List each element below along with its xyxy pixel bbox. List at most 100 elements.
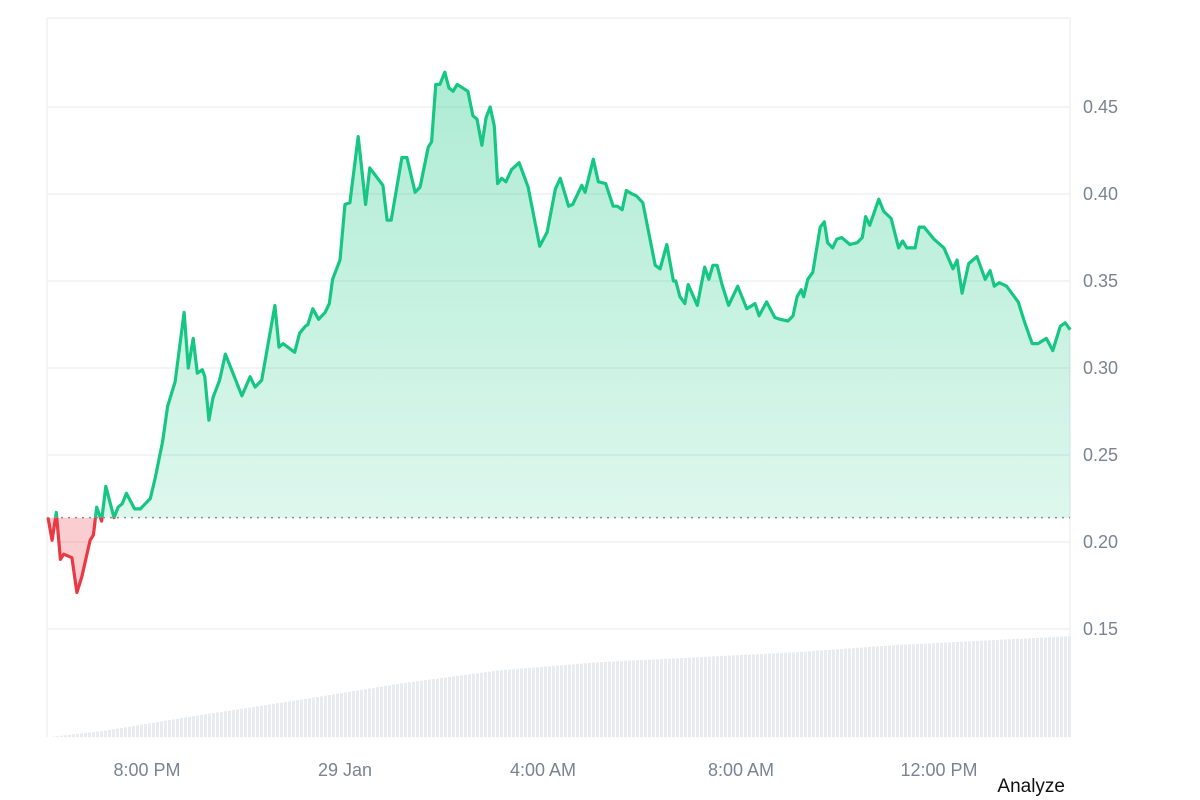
- volume-bar: [192, 716, 195, 737]
- volume-bar: [504, 669, 507, 737]
- analyze-button[interactable]: Analyze: [997, 776, 1065, 797]
- x-tick-label: 12:00 PM: [900, 760, 977, 780]
- volume-bar: [1000, 639, 1003, 737]
- volume-bar: [932, 643, 935, 737]
- volume-bar: [632, 660, 635, 737]
- volume-bar: [104, 730, 107, 737]
- volume-bar: [812, 650, 815, 737]
- volume-bar: [348, 691, 351, 737]
- volume-bar: [196, 715, 199, 737]
- volume-bar: [108, 729, 111, 737]
- below-baseline: [46, 517, 116, 595]
- volume-bar: [344, 692, 347, 737]
- volume-bar: [128, 726, 131, 737]
- volume-bar: [360, 689, 363, 737]
- volume-bar: [756, 654, 759, 737]
- price-series: [46, 70, 1072, 595]
- volume-bar: [1044, 637, 1047, 737]
- volume-bar: [136, 725, 139, 737]
- volume-bar: [564, 664, 567, 737]
- volume-bar: [980, 640, 983, 737]
- volume-bar: [420, 680, 423, 737]
- volume-bar: [684, 657, 687, 737]
- volume-bar: [964, 641, 967, 737]
- volume-bar: [896, 644, 899, 737]
- volume-bar: [860, 647, 863, 737]
- y-tick-label: 0.40: [1083, 184, 1118, 204]
- volume-bar: [820, 650, 823, 737]
- volume-bar: [952, 642, 955, 737]
- volume-bar: [920, 643, 923, 737]
- volume-bar: [520, 668, 523, 737]
- volume-bar: [256, 706, 259, 737]
- volume-bar: [788, 652, 791, 737]
- volume-bar: [416, 681, 419, 737]
- volume-bar: [156, 722, 159, 737]
- volume-bar: [284, 702, 287, 737]
- volume-bar: [440, 677, 443, 737]
- volume-bar: [796, 652, 799, 737]
- volume-bar: [240, 708, 243, 737]
- volume-bar: [660, 659, 663, 737]
- volume-bar: [572, 664, 575, 737]
- volume-bar: [1052, 636, 1055, 737]
- volume-bar: [940, 642, 943, 737]
- volume-bar: [400, 683, 403, 737]
- volume-bar: [312, 697, 315, 737]
- volume-bar: [280, 702, 283, 737]
- volume-bar: [708, 656, 711, 737]
- volume-bar: [588, 662, 591, 737]
- volume-bar: [96, 731, 99, 737]
- volume-bar: [148, 723, 151, 737]
- volume-bar: [936, 642, 939, 737]
- volume-bar: [792, 652, 795, 737]
- y-tick-label: 0.20: [1083, 532, 1118, 552]
- volume-bar: [724, 655, 727, 737]
- volume-bar: [172, 719, 175, 737]
- volume-bar: [972, 641, 975, 737]
- volume-bar: [824, 650, 827, 737]
- volume-bar: [752, 654, 755, 737]
- volume-bar: [872, 646, 875, 737]
- volume-bar: [56, 736, 59, 737]
- x-tick-label: 4:00 AM: [510, 760, 576, 780]
- volume-bar: [84, 732, 87, 737]
- y-axis: 0.45 0.40 0.35 0.30 0.25 0.20 0.15: [1083, 97, 1118, 639]
- volume-bar: [396, 683, 399, 737]
- volume-bar: [1056, 636, 1059, 737]
- volume-bar: [884, 645, 887, 737]
- volume-bar: [448, 676, 451, 737]
- y-tick-label: 0.25: [1083, 445, 1118, 465]
- volume-bar: [720, 655, 723, 737]
- volume-bar: [664, 658, 667, 737]
- volume-bar: [236, 709, 239, 737]
- volume-bar: [468, 674, 471, 737]
- volume-bar: [1012, 639, 1015, 737]
- volume-bar: [428, 679, 431, 737]
- volume-bar: [328, 694, 331, 737]
- volume-bar: [584, 663, 587, 737]
- volume-bar: [892, 645, 895, 737]
- volume-bar: [528, 667, 531, 737]
- volume-bar: [984, 640, 987, 737]
- volume-bar: [544, 666, 547, 737]
- volume-bar: [1016, 638, 1019, 737]
- volume-bar: [1008, 639, 1011, 737]
- volume-bar: [828, 649, 831, 737]
- volume-bar: [176, 718, 179, 737]
- price-area-up: [48, 72, 1071, 518]
- volume-bar: [540, 666, 543, 737]
- volume-bar: [848, 648, 851, 737]
- volume-bar: [692, 657, 695, 737]
- volume-bar: [384, 685, 387, 737]
- volume-bar: [124, 727, 127, 737]
- volume-bar: [164, 720, 167, 737]
- volume-bar: [484, 672, 487, 737]
- volume-bar: [296, 700, 299, 737]
- volume-bar: [784, 652, 787, 737]
- volume-bar: [460, 675, 463, 737]
- volume-bar: [616, 661, 619, 737]
- volume-bar: [644, 659, 647, 737]
- volume-bar: [832, 649, 835, 737]
- volume-bar: [116, 728, 119, 737]
